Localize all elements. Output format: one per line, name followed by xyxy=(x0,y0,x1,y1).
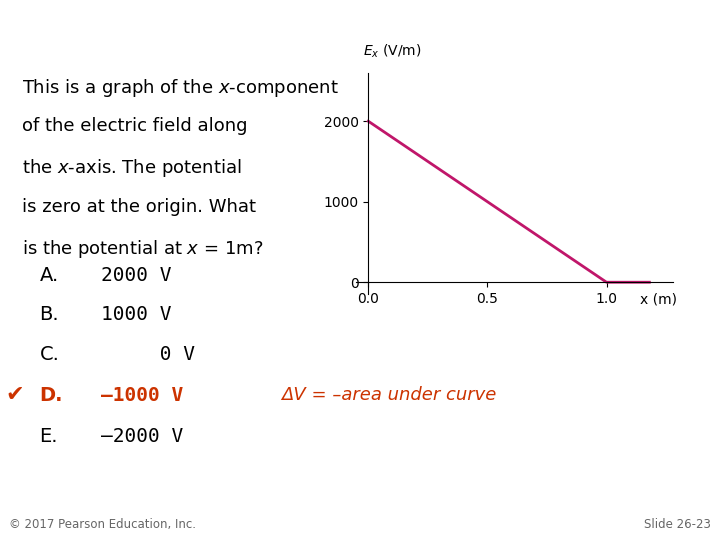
Text: Slide 26-23: Slide 26-23 xyxy=(644,518,711,531)
Text: 0 V: 0 V xyxy=(101,346,195,365)
Text: A.: A. xyxy=(40,266,59,285)
Text: –1000 V: –1000 V xyxy=(101,386,183,404)
Text: the $x$-axis. The potential: the $x$-axis. The potential xyxy=(22,158,241,179)
Text: E.: E. xyxy=(40,427,58,446)
Text: x (m): x (m) xyxy=(640,293,678,307)
Text: 2000 V: 2000 V xyxy=(101,266,171,285)
Text: ΔV = –area under curve: ΔV = –area under curve xyxy=(281,386,496,404)
Text: ✔: ✔ xyxy=(6,385,24,405)
Text: D.: D. xyxy=(40,386,63,404)
Text: is the potential at $x$ = 1m?: is the potential at $x$ = 1m? xyxy=(22,238,263,260)
Text: $E_x$ (V/m): $E_x$ (V/m) xyxy=(363,42,421,59)
Text: QuickCheck 26.1: QuickCheck 26.1 xyxy=(10,13,245,37)
Text: B.: B. xyxy=(40,305,59,324)
Text: © 2017 Pearson Education, Inc.: © 2017 Pearson Education, Inc. xyxy=(9,518,196,531)
Text: This is a graph of the $x$-component: This is a graph of the $x$-component xyxy=(22,77,338,99)
Text: of the electric field along: of the electric field along xyxy=(22,117,247,136)
Text: –2000 V: –2000 V xyxy=(101,427,183,446)
Text: C.: C. xyxy=(40,346,60,365)
Text: 1000 V: 1000 V xyxy=(101,305,171,324)
Text: is zero at the origin. What: is zero at the origin. What xyxy=(22,198,256,215)
